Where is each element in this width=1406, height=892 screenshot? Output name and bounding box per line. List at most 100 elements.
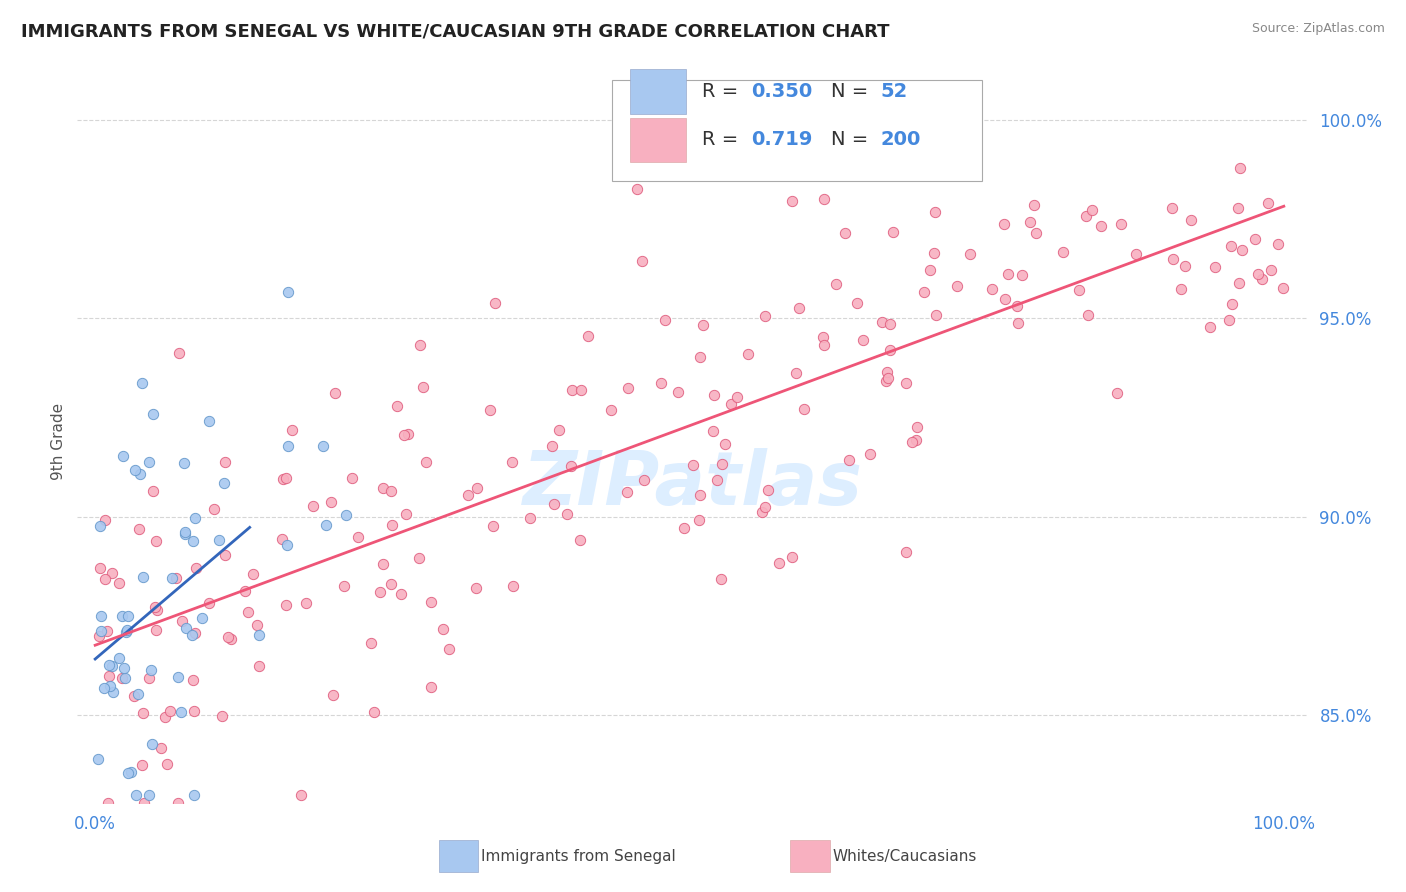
- Point: [93, 681, 115, 695]
- Point: [1251, 272, 1274, 286]
- Point: [149, 741, 172, 756]
- Point: [211, 709, 233, 723]
- Point: [789, 301, 811, 315]
- Point: [166, 670, 188, 684]
- Point: [993, 218, 1015, 232]
- Point: [142, 484, 165, 499]
- Point: [666, 384, 689, 399]
- Point: [852, 333, 875, 347]
- Point: [160, 571, 183, 585]
- Point: [1219, 239, 1241, 253]
- Point: [233, 584, 256, 599]
- FancyBboxPatch shape: [613, 80, 981, 181]
- Point: [650, 376, 672, 390]
- Point: [280, 423, 302, 437]
- Point: [768, 556, 790, 570]
- Point: [392, 428, 415, 442]
- Point: [277, 285, 299, 299]
- Point: [1244, 232, 1267, 246]
- Point: [181, 533, 204, 548]
- Point: [131, 376, 153, 391]
- Point: [373, 558, 395, 572]
- Point: [191, 610, 214, 624]
- Point: [138, 455, 160, 469]
- Text: N =: N =: [831, 82, 875, 101]
- Point: [395, 507, 418, 521]
- Point: [569, 383, 592, 397]
- Point: [89, 519, 111, 533]
- Point: [432, 622, 454, 636]
- Point: [207, 533, 229, 547]
- Point: [834, 226, 856, 240]
- Point: [467, 481, 489, 495]
- Point: [117, 765, 139, 780]
- Point: [905, 420, 928, 434]
- Point: [380, 518, 402, 533]
- Point: [710, 572, 733, 586]
- Point: [872, 315, 894, 329]
- Point: [181, 628, 204, 642]
- Point: [918, 263, 941, 277]
- Point: [689, 488, 711, 502]
- Point: [560, 459, 582, 474]
- Y-axis label: 9th Grade: 9th Grade: [51, 403, 66, 480]
- Point: [340, 471, 363, 485]
- Point: [315, 518, 337, 533]
- Point: [131, 758, 153, 772]
- Point: [184, 511, 207, 525]
- Point: [682, 458, 704, 472]
- Point: [145, 624, 167, 638]
- Point: [396, 426, 419, 441]
- Point: [1052, 244, 1074, 259]
- Point: [1272, 281, 1295, 295]
- Point: [276, 471, 298, 485]
- Point: [555, 507, 578, 521]
- Point: [101, 685, 124, 699]
- Point: [412, 380, 434, 394]
- Point: [295, 596, 318, 610]
- Point: [782, 194, 804, 208]
- Point: [167, 345, 190, 359]
- Point: [101, 659, 124, 673]
- Point: [115, 624, 138, 638]
- Point: [89, 629, 111, 643]
- Point: [876, 365, 898, 379]
- Point: [409, 338, 432, 352]
- Text: IMMIGRANTS FROM SENEGAL VS WHITE/CAUCASIAN 9TH GRADE CORRELATION CHART: IMMIGRANTS FROM SENEGAL VS WHITE/CAUCASI…: [21, 22, 890, 40]
- Point: [125, 788, 148, 802]
- Point: [912, 285, 935, 299]
- Point: [785, 366, 807, 380]
- Point: [1090, 219, 1112, 234]
- Point: [1069, 283, 1091, 297]
- Point: [780, 550, 803, 565]
- Point: [1247, 268, 1270, 282]
- Point: [688, 513, 710, 527]
- Point: [322, 688, 344, 702]
- Point: [107, 651, 129, 665]
- Point: [96, 624, 118, 638]
- Point: [277, 439, 299, 453]
- Point: [138, 788, 160, 802]
- Point: [214, 455, 236, 469]
- Point: [568, 533, 591, 547]
- Point: [879, 343, 901, 357]
- Text: R =: R =: [703, 82, 745, 101]
- Point: [333, 579, 356, 593]
- Point: [813, 338, 835, 352]
- Point: [1011, 268, 1033, 283]
- Text: ZIPatlas: ZIPatlas: [523, 449, 862, 522]
- Point: [617, 381, 640, 395]
- Point: [711, 457, 734, 471]
- Point: [114, 671, 136, 685]
- Point: [408, 550, 430, 565]
- Point: [751, 505, 773, 519]
- Point: [925, 308, 948, 322]
- Point: [124, 463, 146, 477]
- Point: [720, 397, 742, 411]
- Point: [1199, 319, 1222, 334]
- Point: [312, 439, 335, 453]
- Point: [838, 452, 860, 467]
- Point: [875, 374, 897, 388]
- Point: [879, 317, 901, 331]
- Point: [1218, 313, 1240, 327]
